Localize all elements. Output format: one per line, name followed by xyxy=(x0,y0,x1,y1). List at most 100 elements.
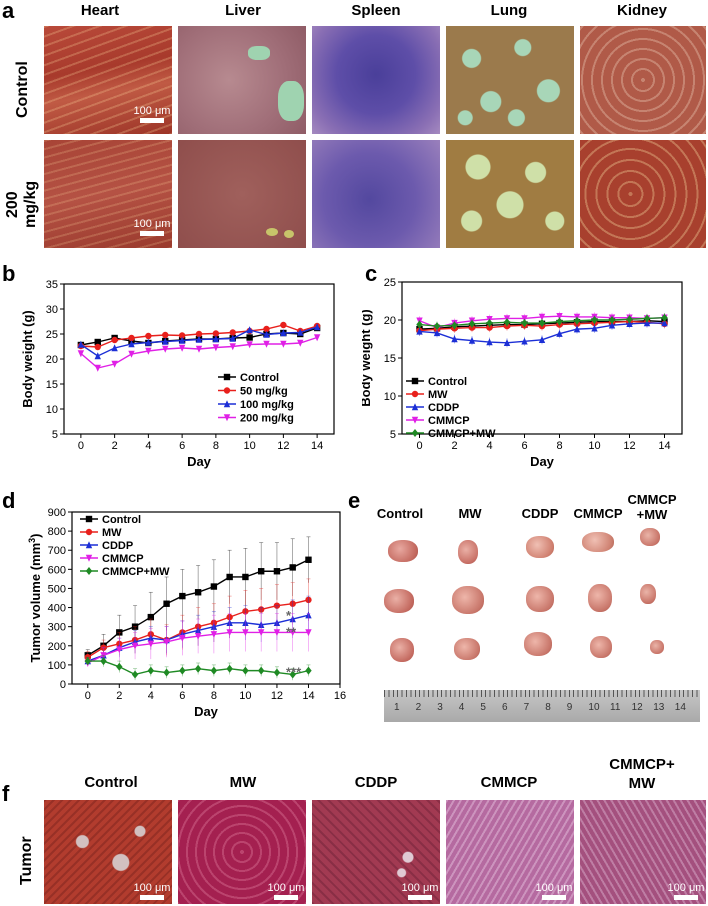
data-point xyxy=(263,325,270,333)
data-point xyxy=(257,629,265,637)
x-tick-label: 14 xyxy=(302,690,314,702)
tumor-cmmcp-image xyxy=(446,800,574,904)
series-200-mg-kg xyxy=(77,334,321,372)
tumor-specimen xyxy=(650,640,664,654)
data-point xyxy=(178,336,186,344)
scale-bar-f-cmmcp: 100 μm xyxy=(534,882,574,900)
x-tick-label: 8 xyxy=(211,690,217,702)
tumor-specimen xyxy=(524,632,552,656)
y-tick-label: 500 xyxy=(48,583,66,595)
liver-200mgkg-image xyxy=(178,140,306,248)
scale-bar-f-mw: 100 μm xyxy=(266,882,306,900)
scale-bar-f-cddp: 100 μm xyxy=(400,882,440,900)
x-tick-label: 10 xyxy=(244,440,256,452)
body-weight-chart-c: 0 2 4 6 8 10 12 14 5 10 15 20 25 Day Body weight (g) Co… xyxy=(362,277,683,469)
y-tick-label: 10 xyxy=(46,404,58,416)
tumor-specimen xyxy=(582,532,614,552)
y-tick-label: 30 xyxy=(46,304,58,316)
series-cmmcp-mw xyxy=(416,313,668,331)
legend-label: CDDP xyxy=(102,540,133,552)
x-tick-label: 4 xyxy=(145,440,151,452)
x-tick-label: 14 xyxy=(311,440,323,452)
ruler-number: 8 xyxy=(545,702,551,713)
tumor-specimen xyxy=(640,584,656,604)
data-point xyxy=(147,640,155,648)
data-point xyxy=(145,332,152,340)
plot-frame xyxy=(63,283,335,435)
legend-label: CMMCP+MW xyxy=(102,566,170,578)
significance-marker: * xyxy=(286,608,292,623)
panel-label-c: c xyxy=(365,261,378,286)
legend-label: 200 mg/kg xyxy=(240,413,294,425)
y-tick-label: 10 xyxy=(384,391,396,403)
x-tick-label: 6 xyxy=(179,690,185,702)
legend-marker xyxy=(85,554,93,562)
kidney-control-image xyxy=(580,26,706,134)
data-point xyxy=(661,319,668,327)
legend-label: MW xyxy=(102,527,122,539)
data-point xyxy=(573,316,581,325)
lung-control-image xyxy=(446,26,574,134)
data-point xyxy=(147,666,155,675)
data-point xyxy=(451,335,458,343)
data-point xyxy=(111,336,118,344)
data-point xyxy=(643,314,651,323)
x-tick-label: 12 xyxy=(277,440,289,452)
data-point xyxy=(556,313,563,320)
data-point xyxy=(242,666,249,675)
ruler-number: 2 xyxy=(415,702,422,713)
data-point xyxy=(257,568,265,575)
ruler: 1 2 3 4 5 6 7 8 9 10 11 12 13 14 xyxy=(384,690,700,722)
data-point xyxy=(147,613,155,621)
x-tick-label: 2 xyxy=(451,440,457,452)
data-point xyxy=(195,335,203,343)
tumor-mw-image xyxy=(178,800,306,904)
legend-entry: CMMCP+MW xyxy=(80,566,170,578)
data-point xyxy=(538,313,546,321)
series-cmmcp-mw xyxy=(84,655,312,681)
data-point xyxy=(289,629,296,637)
legend-entry: Control xyxy=(80,514,141,526)
y-tick-label: 0 xyxy=(60,679,66,691)
column-header-tumor-cddp: CDDP xyxy=(354,774,398,791)
data-point xyxy=(94,352,101,360)
column-header-heart: Heart xyxy=(80,2,120,19)
y-tick-label: 15 xyxy=(46,379,58,391)
heart-200mgkg-image xyxy=(44,140,172,248)
data-point xyxy=(538,336,546,343)
tumor-specimen xyxy=(454,638,480,660)
data-point xyxy=(194,589,202,596)
data-point xyxy=(246,334,253,341)
legend-marker xyxy=(223,400,231,408)
data-point xyxy=(289,564,296,571)
legend-entry: MW xyxy=(406,389,448,401)
data-point xyxy=(178,344,186,352)
data-point xyxy=(468,336,476,344)
row-header-tumor: Tumor xyxy=(18,836,35,885)
data-point xyxy=(313,334,321,342)
data-point xyxy=(178,332,186,339)
scale-bar-f-cmmcp-mw: 100 μm xyxy=(666,882,706,900)
data-point xyxy=(111,360,118,368)
column-header-tumor-mw: MW xyxy=(229,774,257,791)
data-point xyxy=(280,329,287,337)
data-point xyxy=(273,629,281,637)
column-header-tumor-control: Control xyxy=(84,774,138,791)
x-tick-label: 4 xyxy=(148,690,154,702)
data-point xyxy=(521,319,528,328)
y-axis-label: Body weight (g) xyxy=(20,310,35,408)
data-point xyxy=(433,322,441,331)
legend-marker xyxy=(411,416,419,424)
legend-label: Control xyxy=(102,514,141,526)
legend-marker xyxy=(85,567,93,575)
x-tick-label: 8 xyxy=(556,440,562,452)
ruler-number: 10 xyxy=(588,702,600,713)
data-point xyxy=(263,330,270,338)
y-tick-label: 800 xyxy=(48,526,66,538)
x-tick-label: 0 xyxy=(416,440,422,452)
tumor-group-cmmcp-mw-1: CMMCP xyxy=(627,492,677,507)
data-point xyxy=(179,666,186,675)
legend-entry: 50 mg/kg xyxy=(218,386,288,398)
tumor-group-cmmcp-mw-2: +MW xyxy=(636,507,668,522)
y-axis-label: Body weight (g) xyxy=(362,309,373,407)
